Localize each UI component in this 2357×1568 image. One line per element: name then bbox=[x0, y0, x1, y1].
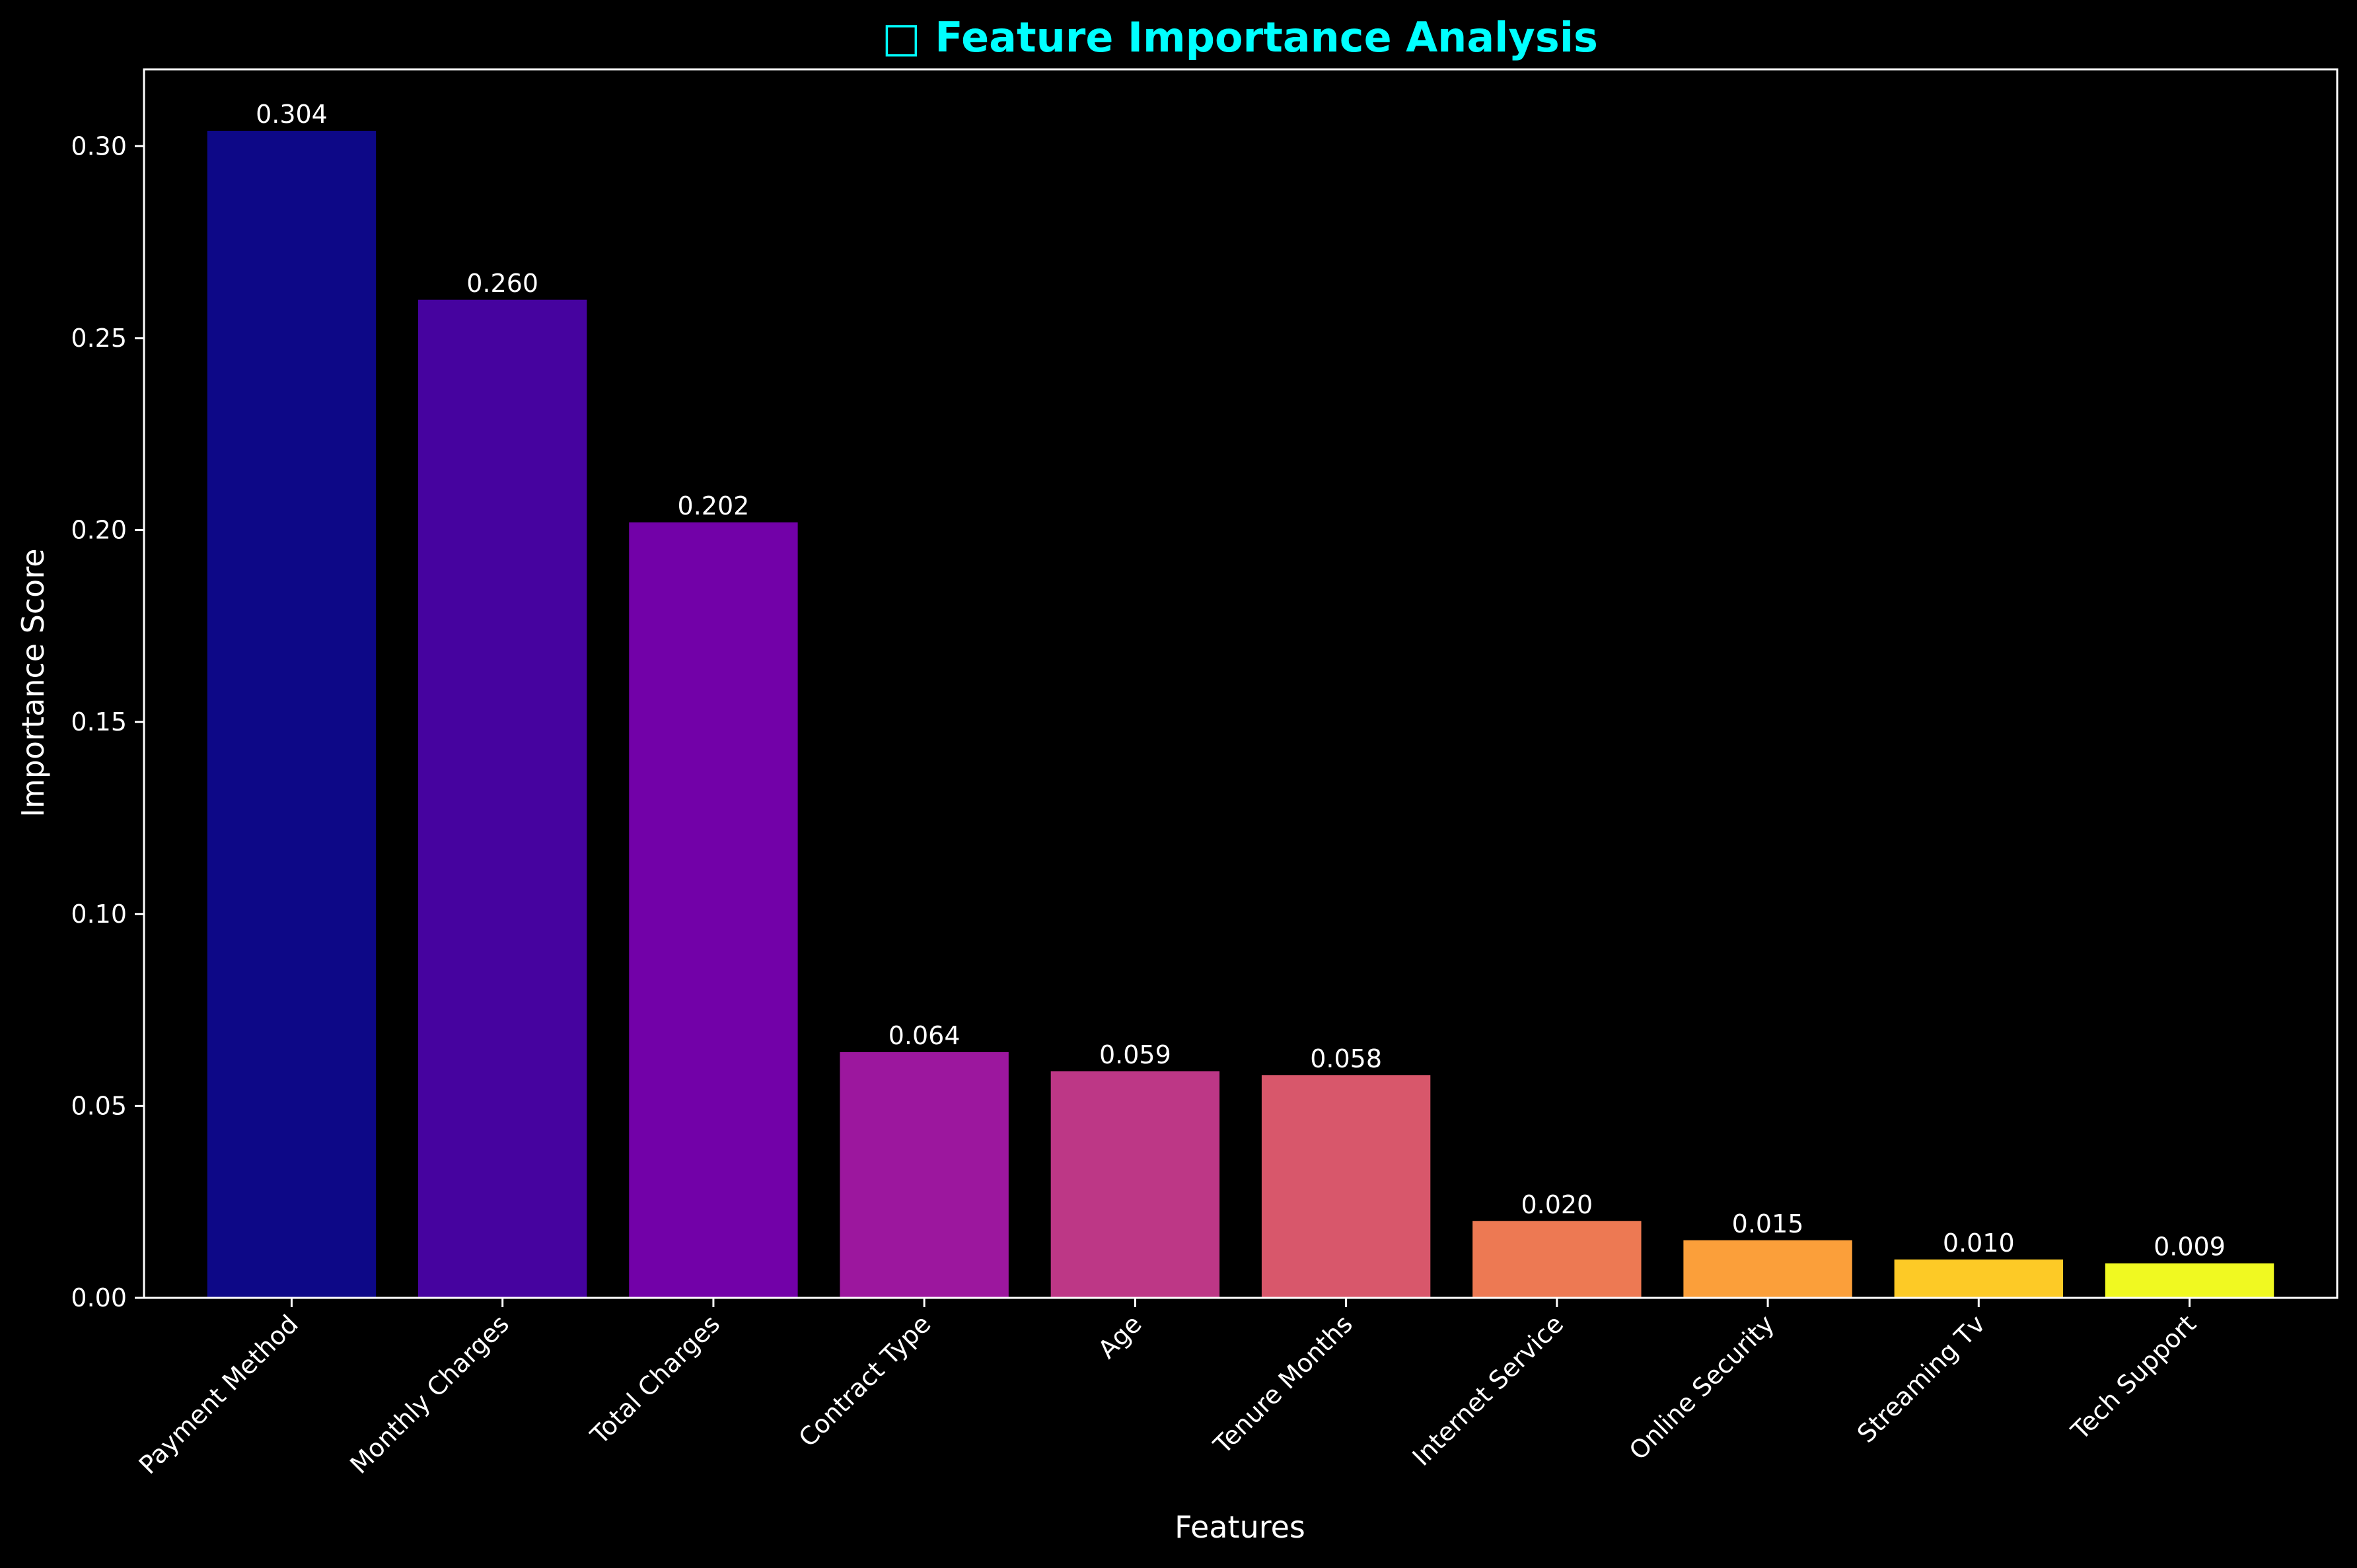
bar bbox=[418, 299, 587, 1298]
bar-value-label: 0.010 bbox=[1943, 1229, 2015, 1258]
y-tick-label: 0.30 bbox=[71, 131, 127, 160]
bar bbox=[1683, 1240, 1852, 1298]
bar bbox=[1050, 1071, 1220, 1298]
y-axis-label: Importance Score bbox=[15, 548, 51, 817]
y-tick-label: 0.15 bbox=[71, 707, 127, 736]
bar bbox=[1261, 1075, 1431, 1298]
chart-title: □ Feature Importance Analysis bbox=[882, 13, 1598, 61]
bar bbox=[1472, 1221, 1642, 1298]
bar bbox=[629, 522, 798, 1298]
bar-value-label: 0.015 bbox=[1732, 1209, 1804, 1238]
bar bbox=[840, 1052, 1009, 1298]
bar-value-label: 0.059 bbox=[1099, 1040, 1171, 1069]
bar bbox=[1894, 1259, 2063, 1298]
bar bbox=[207, 131, 377, 1298]
plot-frame bbox=[143, 68, 2339, 1299]
y-tick-label: 0.10 bbox=[71, 900, 127, 929]
x-axis-label: Features bbox=[1175, 1509, 1305, 1545]
bar-value-label: 0.304 bbox=[256, 100, 328, 129]
y-tick-label: 0.25 bbox=[71, 324, 127, 353]
y-tick-label: 0.20 bbox=[71, 516, 127, 545]
bar-value-label: 0.064 bbox=[888, 1021, 961, 1050]
bar-value-label: 0.058 bbox=[1310, 1044, 1382, 1073]
y-tick-label: 0.05 bbox=[71, 1091, 127, 1120]
y-tick-label: 0.00 bbox=[71, 1283, 127, 1312]
bar-value-label: 0.202 bbox=[678, 491, 750, 520]
bar-value-label: 0.009 bbox=[2154, 1232, 2226, 1262]
bar bbox=[2105, 1263, 2274, 1298]
bar-value-label: 0.260 bbox=[466, 269, 538, 298]
bar-value-label: 0.020 bbox=[1521, 1190, 1593, 1219]
